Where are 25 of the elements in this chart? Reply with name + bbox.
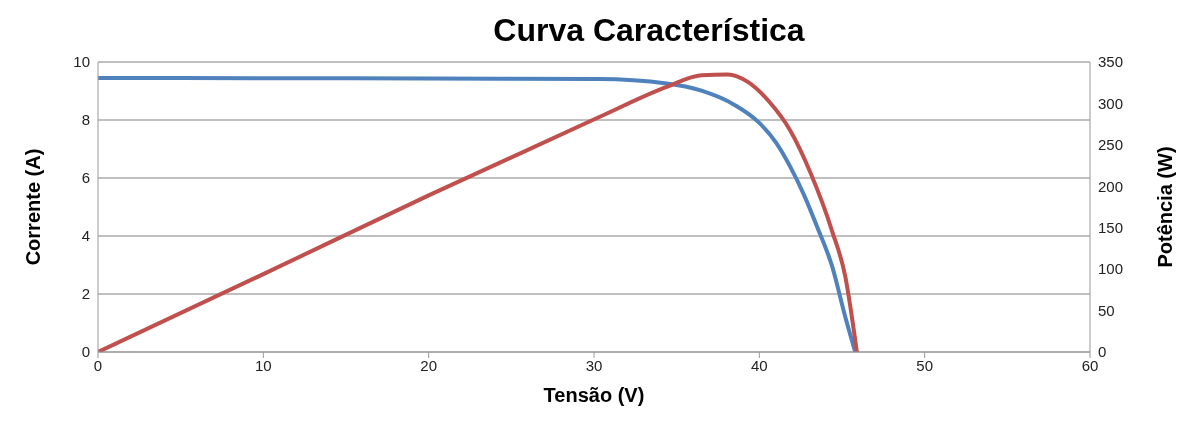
y2-tick-label: 200: [1098, 177, 1124, 195]
y2-tick-label: 0: [1098, 343, 1107, 361]
y2-tick-label: 150: [1098, 219, 1124, 237]
x-tick-label: 20: [420, 356, 438, 374]
y-tick-label: 2: [81, 285, 90, 303]
chart-title: Curva Característica: [492, 11, 806, 50]
x-tick-label: 10: [254, 356, 272, 374]
y-axis-title: Corrente (A): [22, 148, 45, 266]
y2-axis-title: Potência (W): [1154, 146, 1177, 268]
x-tick-label: 30: [585, 356, 603, 374]
y2-tick-label: 300: [1098, 94, 1124, 112]
x-tick-label: 50: [916, 356, 934, 374]
y2-tick-label: 100: [1098, 260, 1124, 278]
x-tick-label: 40: [750, 356, 768, 374]
y2-tick-label: 350: [1098, 53, 1124, 71]
x-tick-label: 0: [93, 356, 103, 374]
y-tick-label: 8: [81, 111, 90, 129]
y2-tick-label: 50: [1098, 301, 1115, 319]
y-tick-label: 6: [81, 169, 90, 187]
x-tick-label: 60: [1081, 356, 1099, 374]
y-tick-label: 0: [81, 343, 90, 361]
y-tick-label: 4: [81, 227, 90, 245]
y2-tick-label: 250: [1098, 136, 1124, 154]
y-tick-label: 10: [73, 53, 90, 71]
x-axis-title: Tensão (V): [543, 384, 645, 406]
